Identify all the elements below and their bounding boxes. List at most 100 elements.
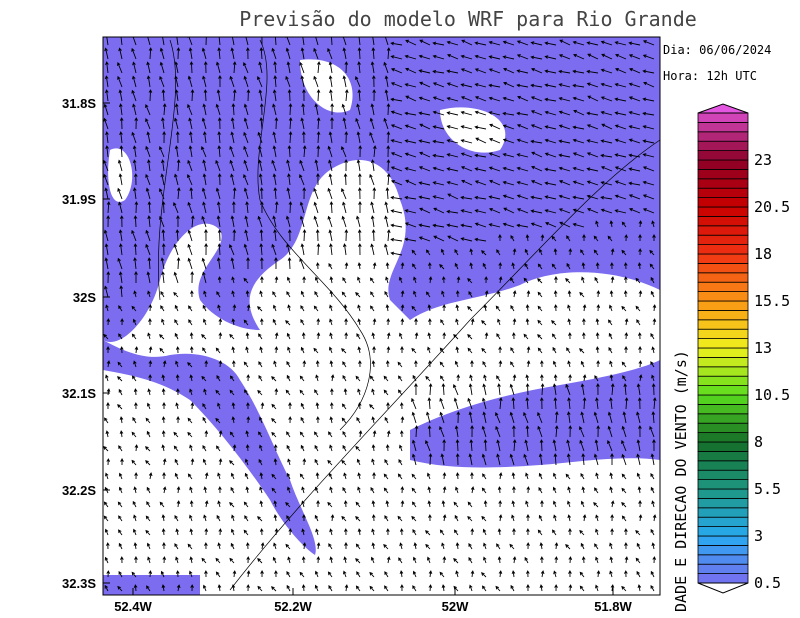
- wind-arrow: [160, 570, 165, 578]
- wind-arrow: [600, 208, 613, 214]
- wind-arrow: [243, 389, 249, 396]
- wind-arrow: [580, 500, 585, 508]
- wind-arrow: [372, 318, 377, 326]
- wind-arrow: [299, 431, 305, 438]
- wind-arrow: [258, 361, 263, 368]
- wind-arrow: [469, 374, 473, 382]
- wind-arrow: [460, 237, 473, 242]
- wind-arrow: [328, 173, 333, 186]
- hour-info: Hora: 12h UTC: [663, 69, 757, 83]
- wind-arrow: [146, 61, 151, 74]
- wind-arrow: [302, 458, 307, 466]
- wind-arrow: [488, 83, 501, 88]
- wind-arrow: [385, 444, 390, 452]
- wind-arrow: [600, 139, 613, 144]
- wind-arrow: [274, 332, 279, 340]
- wind-arrow: [302, 229, 307, 242]
- wind-arrow: [614, 153, 627, 158]
- wind-arrow: [328, 262, 333, 270]
- wind-arrow: [642, 139, 655, 144]
- wind-arrow: [593, 453, 599, 466]
- wind-arrow: [418, 223, 431, 228]
- wind-arrow: [440, 319, 445, 326]
- wind-arrow: [446, 82, 459, 88]
- wind-arrow: [510, 347, 515, 354]
- wind-arrow: [651, 383, 656, 396]
- wind-arrow: [628, 96, 641, 102]
- title: Previsão do modelo WRF para Rio Grande: [239, 7, 697, 31]
- wind-arrow: [496, 333, 501, 340]
- wind-arrow: [356, 103, 361, 116]
- wind-arrow: [516, 138, 529, 144]
- colorbar-label: 3: [754, 527, 763, 545]
- wind-arrow: [400, 304, 405, 312]
- wind-arrow: [203, 290, 207, 298]
- wind-arrow: [635, 277, 641, 284]
- wind-arrow: [342, 201, 347, 214]
- wind-arrow: [201, 215, 207, 228]
- wind-arrow: [370, 159, 375, 172]
- wind-arrow: [161, 388, 166, 396]
- wind-arrow: [131, 47, 137, 60]
- wind-arrow: [145, 446, 151, 452]
- wind-arrow: [369, 571, 375, 578]
- wind-arrow: [301, 103, 305, 116]
- wind-arrow: [105, 131, 109, 144]
- wind-arrow: [390, 195, 403, 200]
- wind-arrow: [131, 375, 137, 382]
- wind-arrow: [489, 179, 501, 186]
- wind-arrow: [526, 360, 531, 368]
- wind-arrow: [488, 223, 501, 228]
- wind-arrow: [316, 131, 321, 144]
- wind-arrow: [453, 397, 459, 410]
- wind-arrow: [404, 54, 417, 60]
- wind-arrow: [258, 458, 263, 466]
- wind-arrow: [516, 124, 529, 130]
- wind-arrow: [628, 54, 641, 60]
- wind-arrow: [621, 305, 627, 312]
- wind-arrow: [189, 444, 193, 452]
- wind-arrow: [202, 445, 207, 452]
- gap: [300, 59, 353, 113]
- wind-arrow: [526, 514, 530, 522]
- wind-arrow: [565, 383, 571, 396]
- wind-arrow: [299, 61, 305, 74]
- wind-arrow: [488, 207, 501, 214]
- wind-arrow: [531, 151, 543, 158]
- wind-arrow: [316, 61, 321, 74]
- wind-arrow: [243, 145, 249, 158]
- wind-arrow: [286, 584, 291, 592]
- wind-arrow: [103, 333, 109, 340]
- wind-arrow: [652, 304, 657, 312]
- colorbar-label: 5.5: [754, 480, 781, 498]
- wind-arrow: [287, 145, 292, 158]
- wind-arrow: [411, 411, 417, 424]
- wind-arrow: [502, 194, 515, 200]
- wind-arrow: [405, 39, 417, 46]
- wind-arrow: [357, 61, 361, 74]
- wind-arrow: [554, 556, 559, 564]
- wind-arrow: [454, 360, 459, 368]
- wind-arrow: [369, 375, 375, 382]
- wind-arrow: [432, 223, 445, 228]
- wind-arrow: [488, 55, 501, 60]
- wind-arrow: [530, 41, 543, 46]
- wind-arrow: [271, 243, 277, 256]
- wind-arrow: [384, 416, 389, 424]
- wind-arrow: [586, 124, 599, 130]
- wind-arrow: [343, 570, 347, 578]
- wind-arrow: [187, 257, 193, 270]
- colorbar-segment: [697, 197, 749, 208]
- wind-arrow: [329, 243, 333, 256]
- wind-arrow: [357, 318, 361, 326]
- wind-arrow: [452, 383, 459, 396]
- wind-arrow: [145, 173, 151, 186]
- wind-arrow: [537, 319, 543, 326]
- wind-arrow: [411, 347, 417, 354]
- wind-arrow: [524, 439, 529, 452]
- wind-arrow: [390, 55, 403, 60]
- wind-arrow: [175, 360, 179, 368]
- wind-arrow: [216, 257, 221, 270]
- wind-arrow: [328, 61, 333, 74]
- wind-arrow: [600, 181, 613, 186]
